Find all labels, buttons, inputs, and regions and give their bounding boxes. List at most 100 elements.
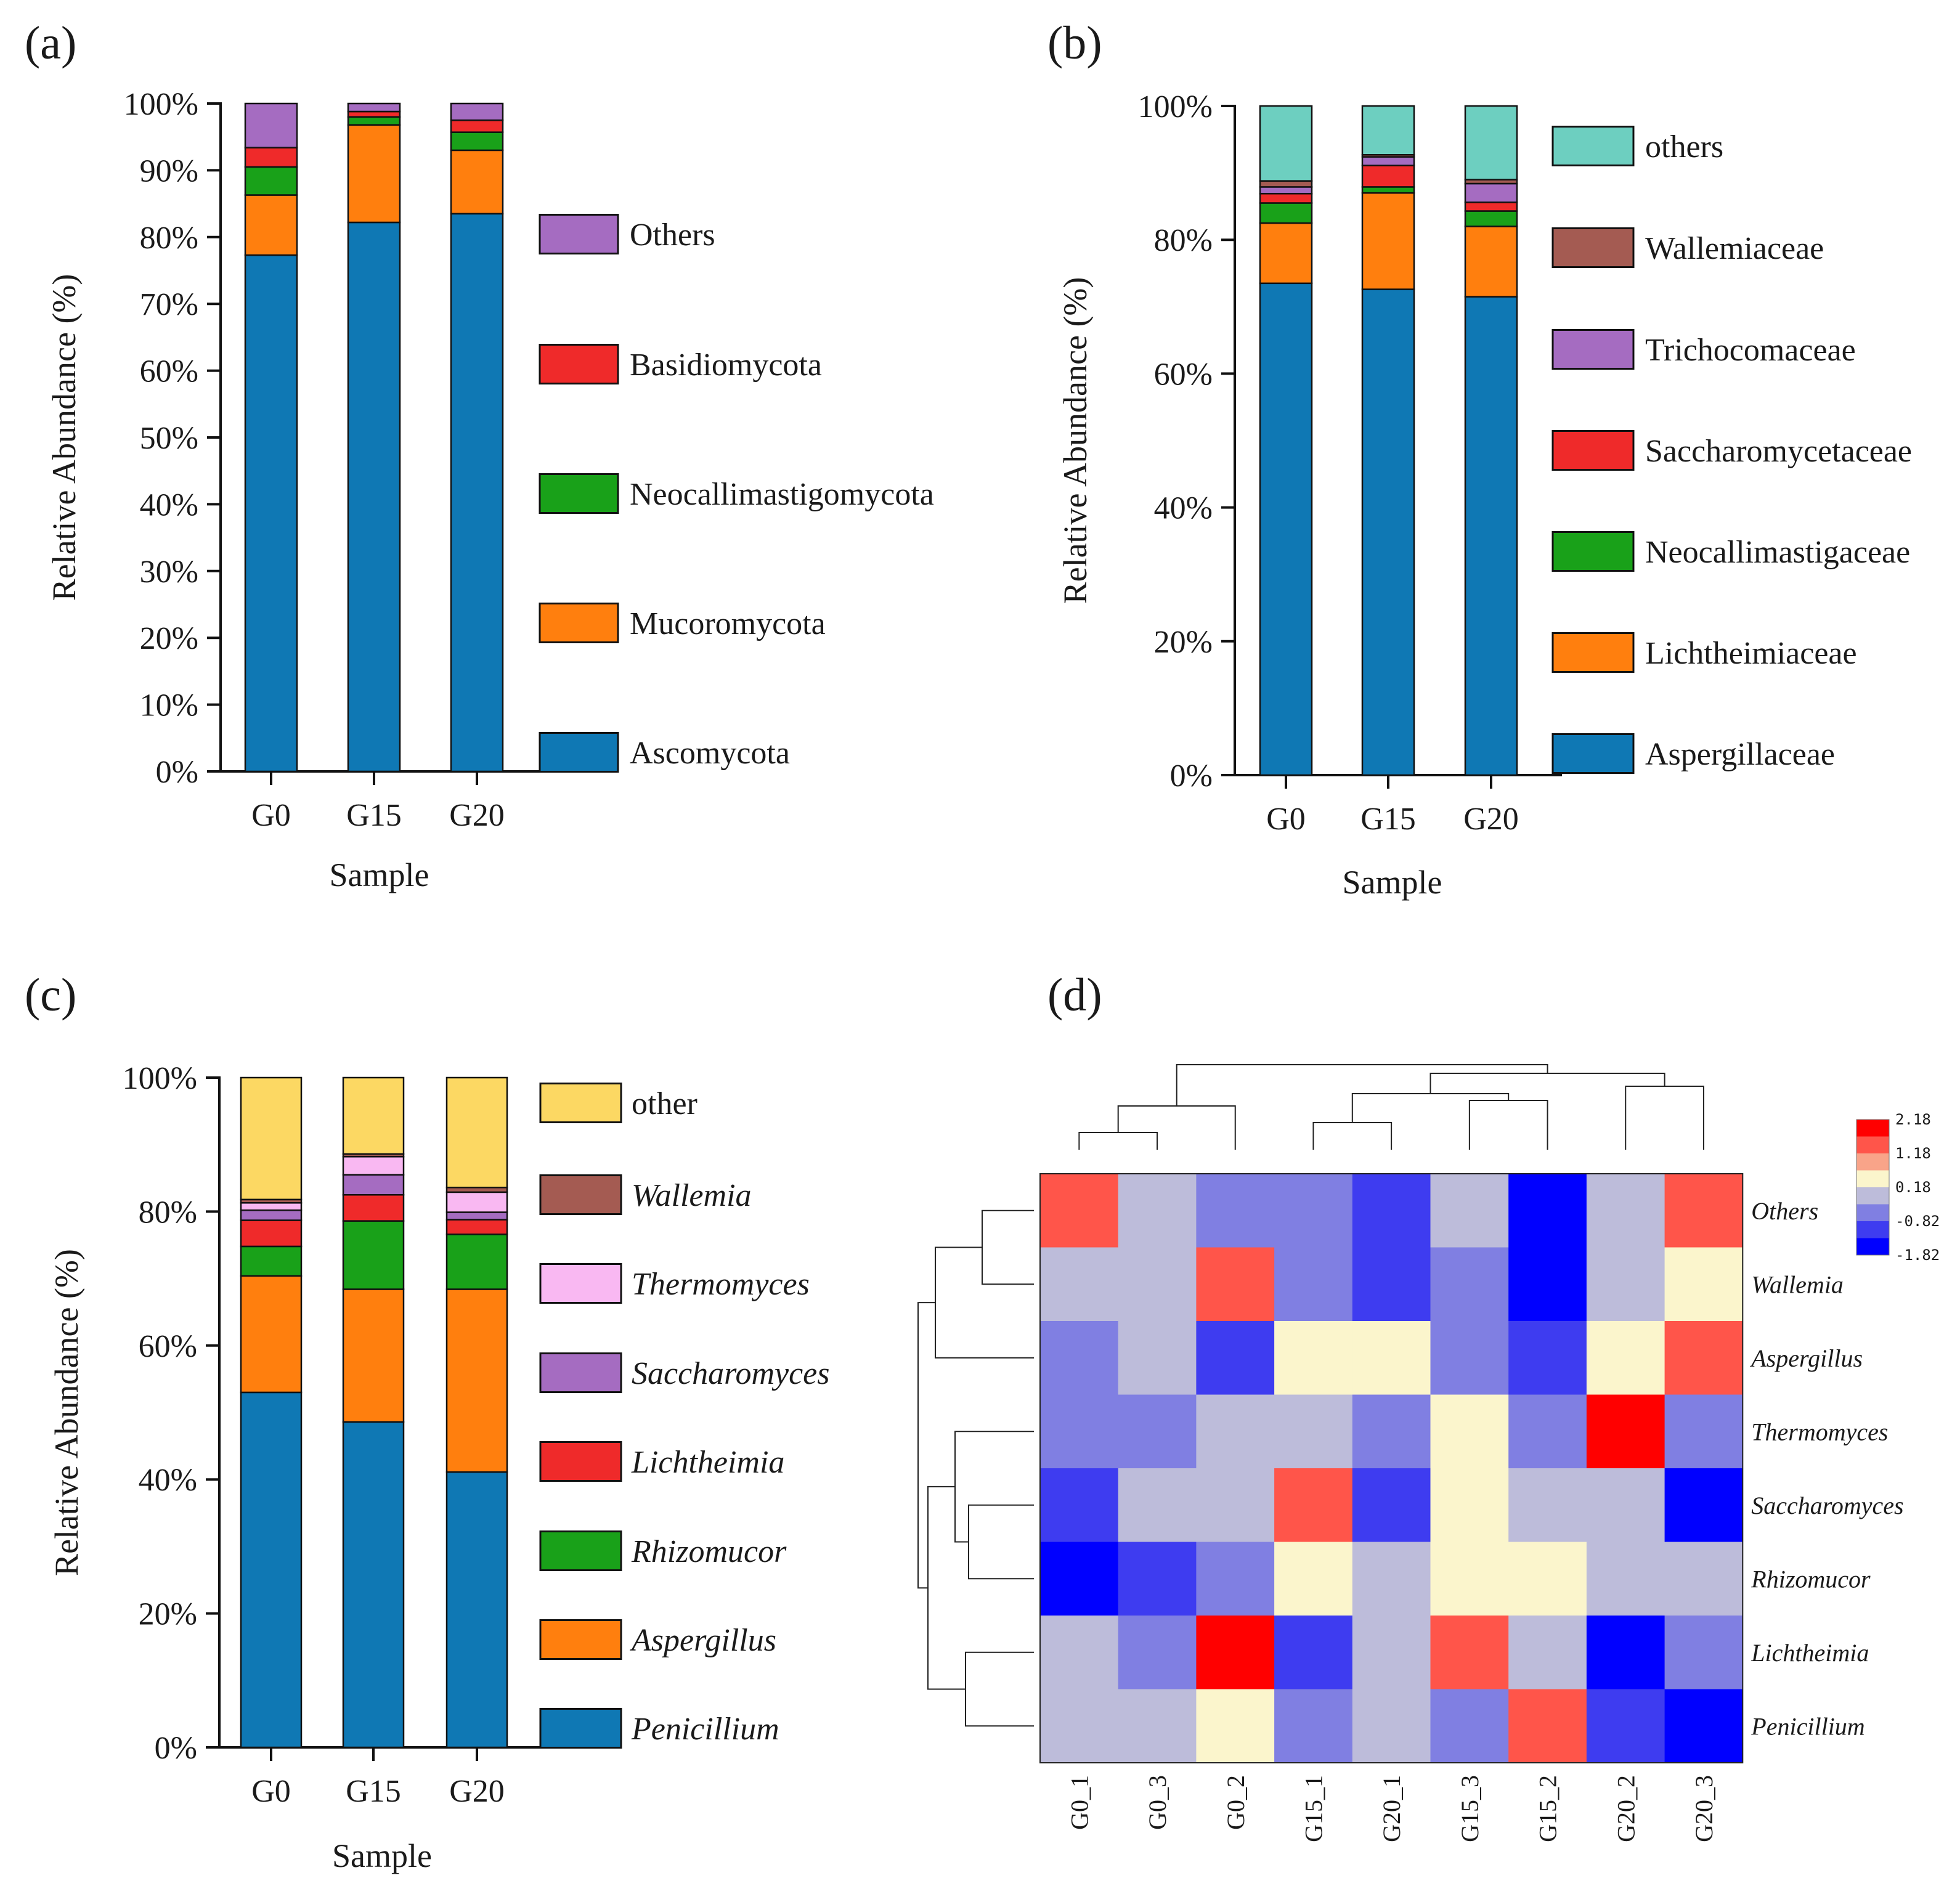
legend-label: Neocallimastigaceae xyxy=(1645,535,1910,570)
legend-swatch xyxy=(539,1174,622,1215)
y-tick-label: 80% xyxy=(140,221,198,256)
bar-segment xyxy=(1361,105,1415,156)
x-tick-label: G20 xyxy=(449,1774,505,1809)
column-dendrogram-branch xyxy=(1312,1122,1393,1150)
color-scale-segment xyxy=(1856,1204,1889,1222)
legend-label: others xyxy=(1645,129,1723,165)
bar-segment xyxy=(1464,201,1518,212)
legend-label: Others xyxy=(630,217,715,253)
bar-segment xyxy=(342,1156,405,1176)
row-dendrogram-branch xyxy=(917,1302,935,1589)
bar-segment xyxy=(445,1211,508,1221)
row-dendrogram-branch xyxy=(927,1486,966,1690)
x-tick-label: G15 xyxy=(1360,802,1416,837)
heatmap-cell xyxy=(1664,1542,1743,1616)
x-tick-label: G20 xyxy=(449,798,505,833)
heatmap-row-label: Thermomyces xyxy=(1751,1418,1888,1445)
legend-swatch xyxy=(539,603,619,643)
heatmap-cell xyxy=(1118,1542,1197,1616)
bar-segment xyxy=(1259,282,1313,776)
heatmap-cell xyxy=(1430,1247,1509,1322)
bar-segment xyxy=(244,194,298,256)
legend-label: Penicillium xyxy=(631,1712,779,1747)
bar-segment xyxy=(1464,105,1518,181)
legend-label: Rhizomucor xyxy=(631,1534,787,1569)
bar-segment xyxy=(1361,186,1415,194)
heatmap-cell xyxy=(1508,1542,1587,1616)
heatmap-row-label: Penicillium xyxy=(1751,1712,1864,1740)
legend-swatch xyxy=(539,1708,622,1749)
legend-label: Thermomyces xyxy=(632,1267,810,1302)
heatmap-cell xyxy=(1274,1689,1353,1763)
heatmap-row-label: Wallemia xyxy=(1751,1270,1844,1298)
heatmap-row-label: Saccharomyces xyxy=(1751,1492,1903,1519)
heatmap-cell xyxy=(1118,1247,1197,1322)
heatmap-column-label: G15_2 xyxy=(1534,1775,1562,1842)
y-axis-title: Relative Abundance (%) xyxy=(48,1249,85,1576)
column-dendrogram-branch xyxy=(1117,1105,1236,1150)
x-tick-label: G0 xyxy=(251,1774,291,1809)
heatmap-cell xyxy=(1430,1174,1509,1248)
y-tick-label: 10% xyxy=(140,688,198,723)
heatmap-row-label: Others xyxy=(1751,1197,1818,1225)
y-tick-label: 70% xyxy=(140,287,198,322)
heatmap-border xyxy=(1039,1173,1744,1763)
bar-segment xyxy=(1464,296,1518,776)
y-tick-label: 0% xyxy=(155,1731,197,1766)
legend-swatch xyxy=(539,1352,622,1393)
heatmap-cell xyxy=(1196,1321,1275,1396)
heatmap-cell xyxy=(1352,1174,1431,1248)
heatmap-cell xyxy=(1040,1542,1119,1616)
column-dendrogram-branch xyxy=(1625,1086,1704,1150)
heatmap-cell xyxy=(1664,1321,1743,1396)
heatmap-cell xyxy=(1274,1174,1353,1248)
column-dendrogram-branch xyxy=(1429,1073,1665,1094)
bar-segment xyxy=(450,119,504,133)
legend-label: Ascomycota xyxy=(630,736,790,771)
y-tick-label: 80% xyxy=(139,1195,197,1230)
heatmap-cell xyxy=(1196,1394,1275,1469)
x-tick-label: G15 xyxy=(346,1774,401,1809)
legend-label: Wallemia xyxy=(632,1178,752,1213)
column-dendrogram-branch xyxy=(1176,1064,1548,1106)
bar-segment xyxy=(347,221,401,773)
heatmap-cell xyxy=(1118,1616,1197,1690)
bar-segment xyxy=(342,1193,405,1222)
bar-segment xyxy=(347,116,401,126)
heatmap-cell xyxy=(1664,1174,1743,1248)
heatmap-column-label: G20_2 xyxy=(1612,1775,1640,1842)
legend-label: Neocallimastigomycota xyxy=(630,477,934,512)
heatmap-cell xyxy=(1586,1174,1665,1248)
y-tick-label: 100% xyxy=(123,1061,197,1096)
heatmap-cell xyxy=(1508,1394,1587,1469)
heatmap-cell xyxy=(1430,1542,1509,1616)
panel-label: (b) xyxy=(1047,17,1102,69)
heatmap-cell xyxy=(1352,1394,1431,1469)
bar-segment xyxy=(1259,222,1313,285)
bar-segment xyxy=(445,1219,508,1235)
legend-swatch xyxy=(539,1619,622,1660)
heatmap-cell xyxy=(1430,1616,1509,1690)
panel-label: (c) xyxy=(25,969,76,1021)
heatmap-cell xyxy=(1586,1542,1665,1616)
heatmap-cell xyxy=(1118,1468,1197,1543)
bar-segment xyxy=(445,1191,508,1213)
panel-label: (a) xyxy=(25,17,76,69)
legend-swatch xyxy=(1551,733,1635,774)
heatmap-cell xyxy=(1664,1394,1743,1469)
heatmap-cell xyxy=(1118,1689,1197,1763)
heatmap-cell xyxy=(1274,1542,1353,1616)
heatmap-cell xyxy=(1430,1689,1509,1763)
bar-segment xyxy=(1464,226,1518,298)
color-scale-segment xyxy=(1856,1221,1889,1238)
legend-swatch xyxy=(1551,126,1635,166)
legend-swatch xyxy=(539,1530,622,1571)
bar-segment xyxy=(450,131,504,152)
bar-segment xyxy=(240,1391,303,1749)
bar-segment xyxy=(240,1209,303,1221)
heatmap-cell xyxy=(1508,1468,1587,1543)
heatmap-column-label: G0_3 xyxy=(1144,1775,1171,1830)
bar-segment xyxy=(240,1219,303,1248)
legend-label: Aspergillaceae xyxy=(1645,737,1835,772)
y-tick-label: 20% xyxy=(1154,625,1213,660)
